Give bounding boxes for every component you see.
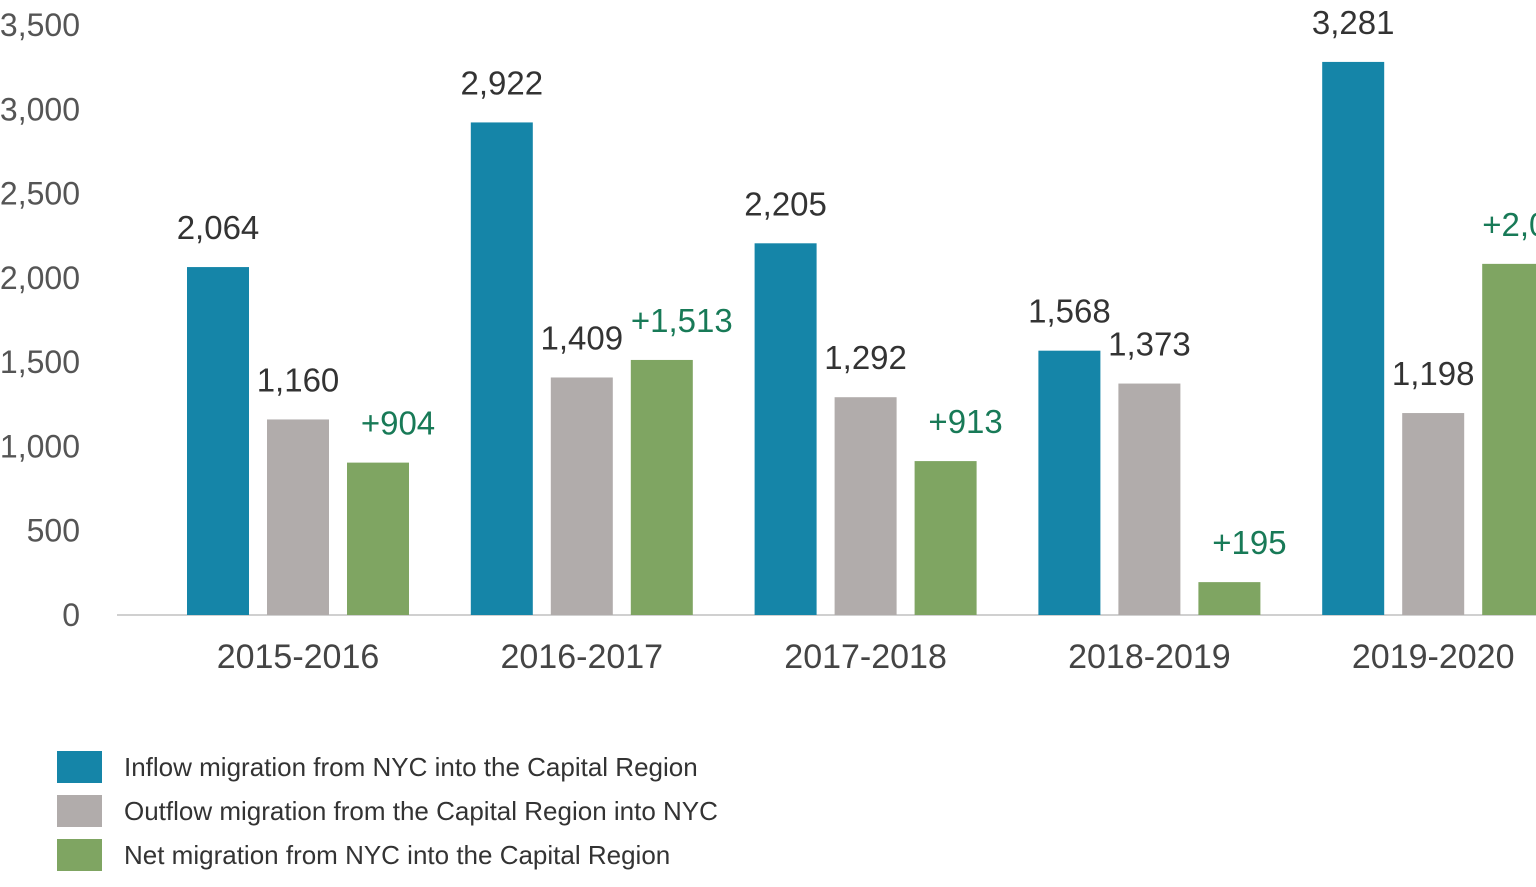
- bar-inflow: [470, 122, 533, 615]
- legend: Inflow migration from NYC into the Capit…: [57, 745, 718, 877]
- x-tick-label: 2015-2016: [217, 638, 380, 676]
- bar-net: [630, 359, 693, 615]
- y-tick-label: 3,500: [0, 7, 80, 43]
- x-tick-label: 2017-2018: [784, 638, 947, 676]
- data-label-net: +195: [1212, 524, 1286, 561]
- legend-swatch-net: [57, 839, 102, 871]
- data-label-inflow: 2,205: [744, 185, 827, 222]
- y-tick-label: 500: [27, 513, 80, 549]
- bar-inflow: [187, 267, 249, 615]
- y-tick-label: 0: [62, 597, 80, 633]
- legend-item-outflow: Outflow migration from the Capital Regio…: [57, 789, 718, 833]
- data-label-inflow: 1,568: [1028, 293, 1111, 330]
- bar-inflow: [1038, 350, 1101, 615]
- bar-inflow: [754, 243, 817, 616]
- bar-outflow: [267, 419, 329, 615]
- data-label-inflow: 2,922: [461, 64, 544, 101]
- data-label-net: +2,083: [1482, 206, 1536, 243]
- x-tick-label: 2019-2020: [1352, 638, 1515, 676]
- legend-swatch-outflow: [57, 795, 102, 827]
- x-tick-label: 2018-2019: [1068, 638, 1231, 676]
- y-tick-label: 1,500: [0, 344, 80, 380]
- y-axis-labels: 0 500 1,000 1,500 2,000 2,500 3,000 3,500: [0, 7, 80, 633]
- legend-item-inflow: Inflow migration from NYC into the Capit…: [57, 745, 718, 789]
- data-label-inflow: 3,281: [1312, 4, 1395, 41]
- legend-item-net: Net migration from NYC into the Capital …: [57, 833, 718, 877]
- bar-net: [1198, 582, 1261, 615]
- bar-outflow: [834, 397, 897, 615]
- bar-outflow: [1402, 413, 1465, 615]
- x-axis-labels: 2015-2016 2016-2017 2017-2018 2018-2019 2019…: [217, 638, 1515, 676]
- data-label-outflow: 1,373: [1108, 326, 1191, 363]
- data-label-outflow: 1,292: [824, 339, 907, 376]
- bar-labels: 2,064 1,160 +904 2,922 1,409 +1,513 2,205 1,292…: [177, 4, 1536, 561]
- bar-inflow: [1322, 61, 1385, 616]
- bar-net: [914, 461, 977, 615]
- bar-outflow: [550, 377, 613, 615]
- data-label-inflow: 2,064: [177, 209, 260, 246]
- legend-label-outflow: Outflow migration from the Capital Regio…: [124, 795, 718, 826]
- x-tick-label: 2016-2017: [500, 638, 663, 676]
- data-label-net: +1,513: [631, 302, 733, 339]
- legend-label-net: Net migration from NYC into the Capital …: [124, 839, 671, 870]
- legend-label-inflow: Inflow migration from NYC into the Capit…: [124, 751, 698, 782]
- legend-swatch-inflow: [57, 751, 102, 783]
- y-tick-label: 1,000: [0, 428, 80, 464]
- bar-net: [1482, 263, 1536, 615]
- migration-bar-chart: 0 500 1,000 1,500 2,000 2,500 3,000 3,500 2,064…: [0, 4, 1536, 676]
- bar-outflow: [1118, 383, 1181, 615]
- data-label-net: +904: [361, 405, 435, 442]
- y-tick-label: 3,000: [0, 91, 80, 127]
- y-tick-label: 2,500: [0, 176, 80, 212]
- data-label-outflow: 1,160: [257, 361, 340, 398]
- data-label-outflow: 1,198: [1392, 355, 1475, 392]
- bar-net: [347, 462, 409, 615]
- bars: [187, 61, 1536, 616]
- y-tick-label: 2,000: [0, 260, 80, 296]
- data-label-outflow: 1,409: [541, 319, 624, 356]
- data-label-net: +913: [928, 403, 1002, 440]
